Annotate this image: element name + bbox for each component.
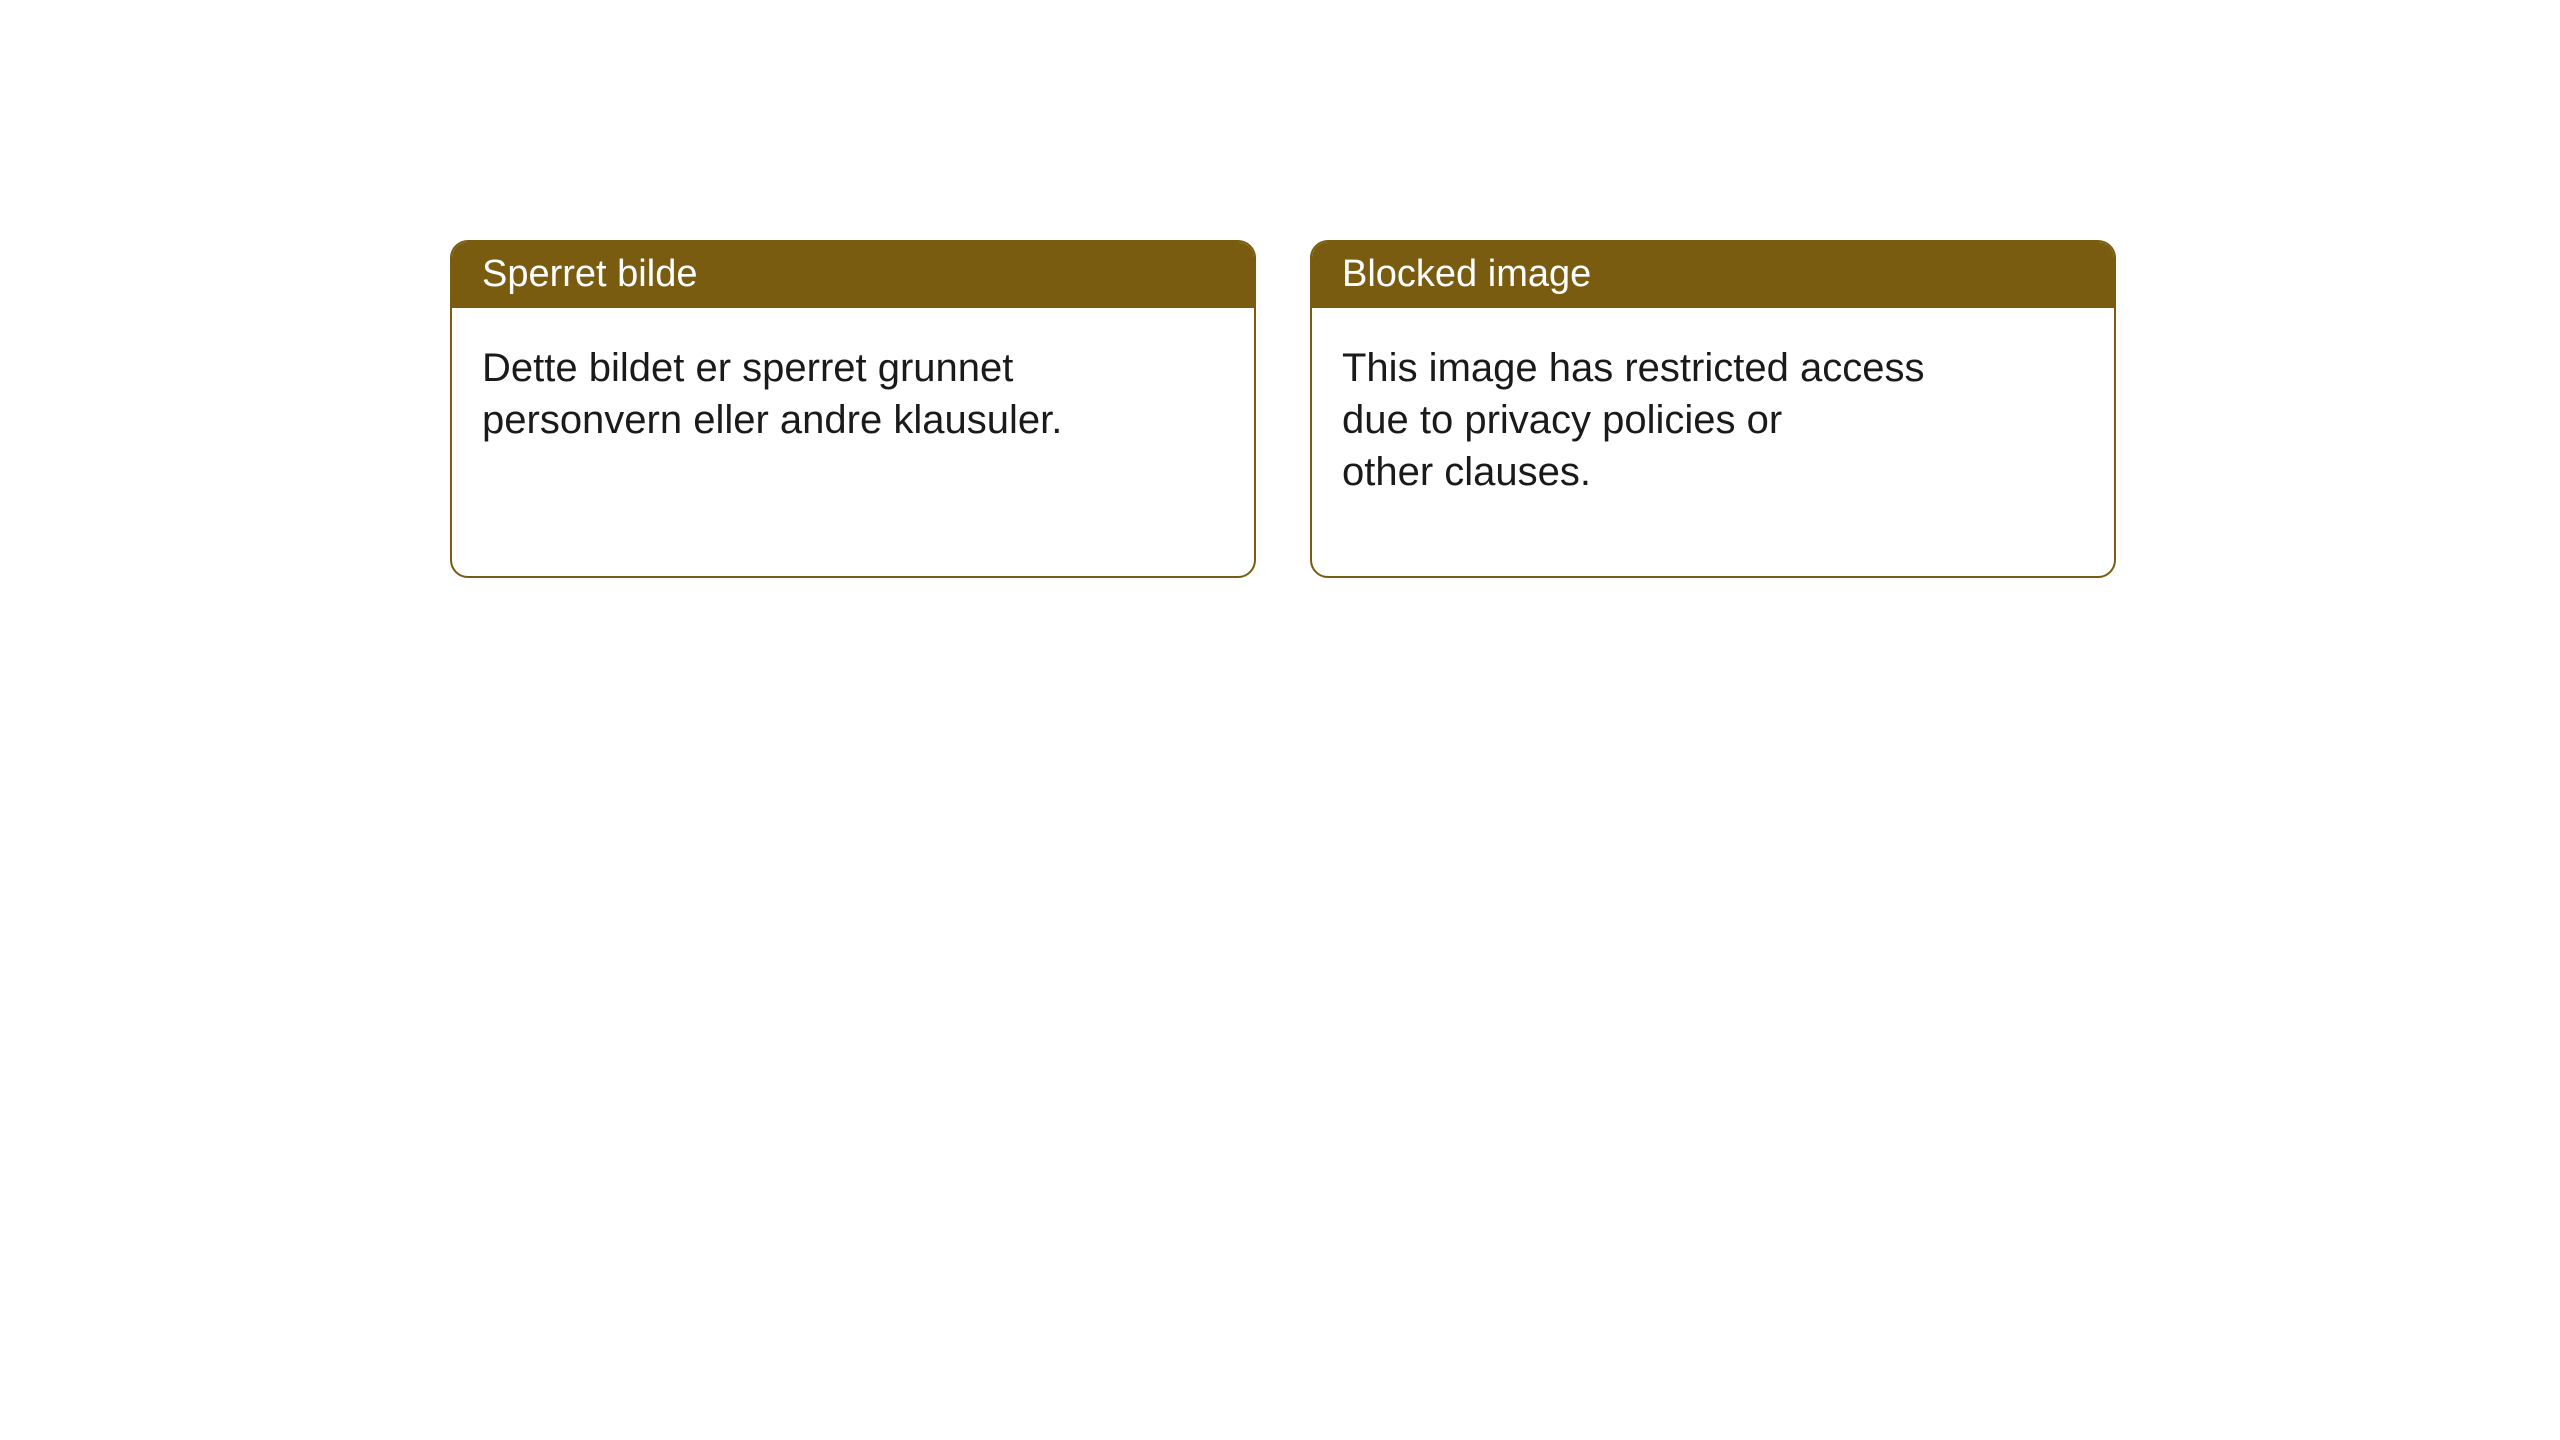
notice-body: Dette bildet er sperret grunnet personve… <box>452 308 1254 476</box>
notice-card-english: Blocked image This image has restricted … <box>1310 240 2116 578</box>
notice-header: Blocked image <box>1312 242 2114 308</box>
notice-container: Sperret bilde Dette bildet er sperret gr… <box>0 0 2560 578</box>
notice-card-norwegian: Sperret bilde Dette bildet er sperret gr… <box>450 240 1256 578</box>
notice-body: This image has restricted access due to … <box>1312 308 2114 528</box>
notice-header: Sperret bilde <box>452 242 1254 308</box>
